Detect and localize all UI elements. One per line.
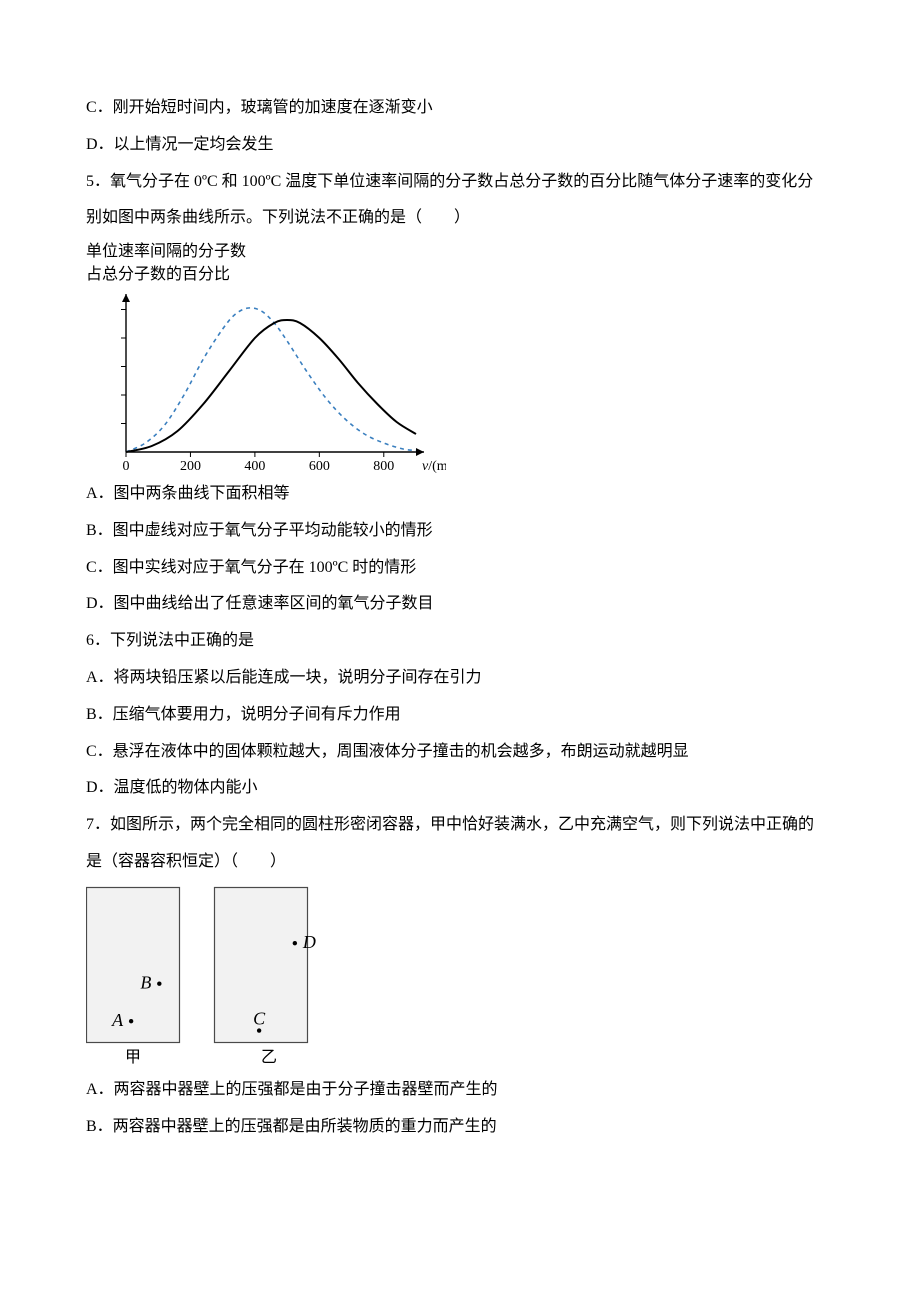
q7-option-a: A．两容器中器壁上的压强都是由于分子撞击器壁而产生的 [86,1072,834,1109]
q6-stem: 6．下列说法中正确的是 [86,623,834,660]
svg-text:B: B [140,972,151,992]
q5-option-d: D．图中曲线给出了任意速率区间的氧气分子数目 [86,586,834,623]
svg-text:D: D [302,932,316,952]
q7-diagram-labels: 甲 乙 [86,1049,834,1067]
q7-containers-diagram: BA D C [86,885,332,1045]
q6-option-c: C．悬浮在液体中的固体颗粒越大，周围液体分子撞击的机会越多，布朗运动就越明显 [86,734,834,771]
q5-chart-caption-l2: 占总分子数的百分比 [86,264,834,286]
q5-chart-caption: 单位速率间隔的分子数 占总分子数的百分比 [86,241,834,286]
q5-stem-line2: 别如图中两条曲线所示。下列说法不正确的是（ ） [86,200,834,237]
q5-option-c: C．图中实线对应于氧气分子在 100ºC 时的情形 [86,550,834,587]
q5-maxwell-chart: 0 200 400 600 800 v/(m·s-1) [86,288,446,476]
svg-text:C: C [253,1008,266,1028]
q4-option-d: D．以上情况一定均会发生 [86,127,834,164]
svg-text:200: 200 [180,459,201,474]
q7-stem-line1: 7．如图所示，两个完全相同的圆柱形密闭容器，甲中恰好装满水，乙中充满空气，则下列… [86,807,834,844]
q5-stem-line1: 5．氧气分子在 0ºC 和 100ºC 温度下单位速率间隔的分子数占总分子数的百… [86,164,834,201]
svg-text:v/(m·s-1): v/(m·s-1) [422,456,446,474]
svg-text:600: 600 [309,459,330,474]
q7-option-b: B．两容器中器壁上的压强都是由所装物质的重力而产生的 [86,1109,834,1146]
q4-option-c: C．刚开始短时间内，玻璃管的加速度在逐渐变小 [86,90,834,127]
q5-option-b: B．图中虚线对应于氧气分子平均动能较小的情形 [86,513,834,550]
q5-option-a: A．图中两条曲线下面积相等 [86,476,834,513]
svg-text:A: A [111,1010,124,1030]
q7-stem-line2: 是（容器容积恒定）（ ） [86,844,834,881]
svg-text:0: 0 [123,459,130,474]
q5-chart-caption-l1: 单位速率间隔的分子数 [86,241,834,263]
svg-text:800: 800 [373,459,394,474]
q6-option-a: A．将两块铅压紧以后能连成一块，说明分子间存在引力 [86,660,834,697]
q6-option-b: B．压缩气体要用力，说明分子间有斥力作用 [86,697,834,734]
q7-label-left: 甲 [86,1049,180,1067]
q6-option-d: D．温度低的物体内能小 [86,770,834,807]
svg-text:400: 400 [244,459,265,474]
q7-label-right: 乙 [222,1049,316,1067]
